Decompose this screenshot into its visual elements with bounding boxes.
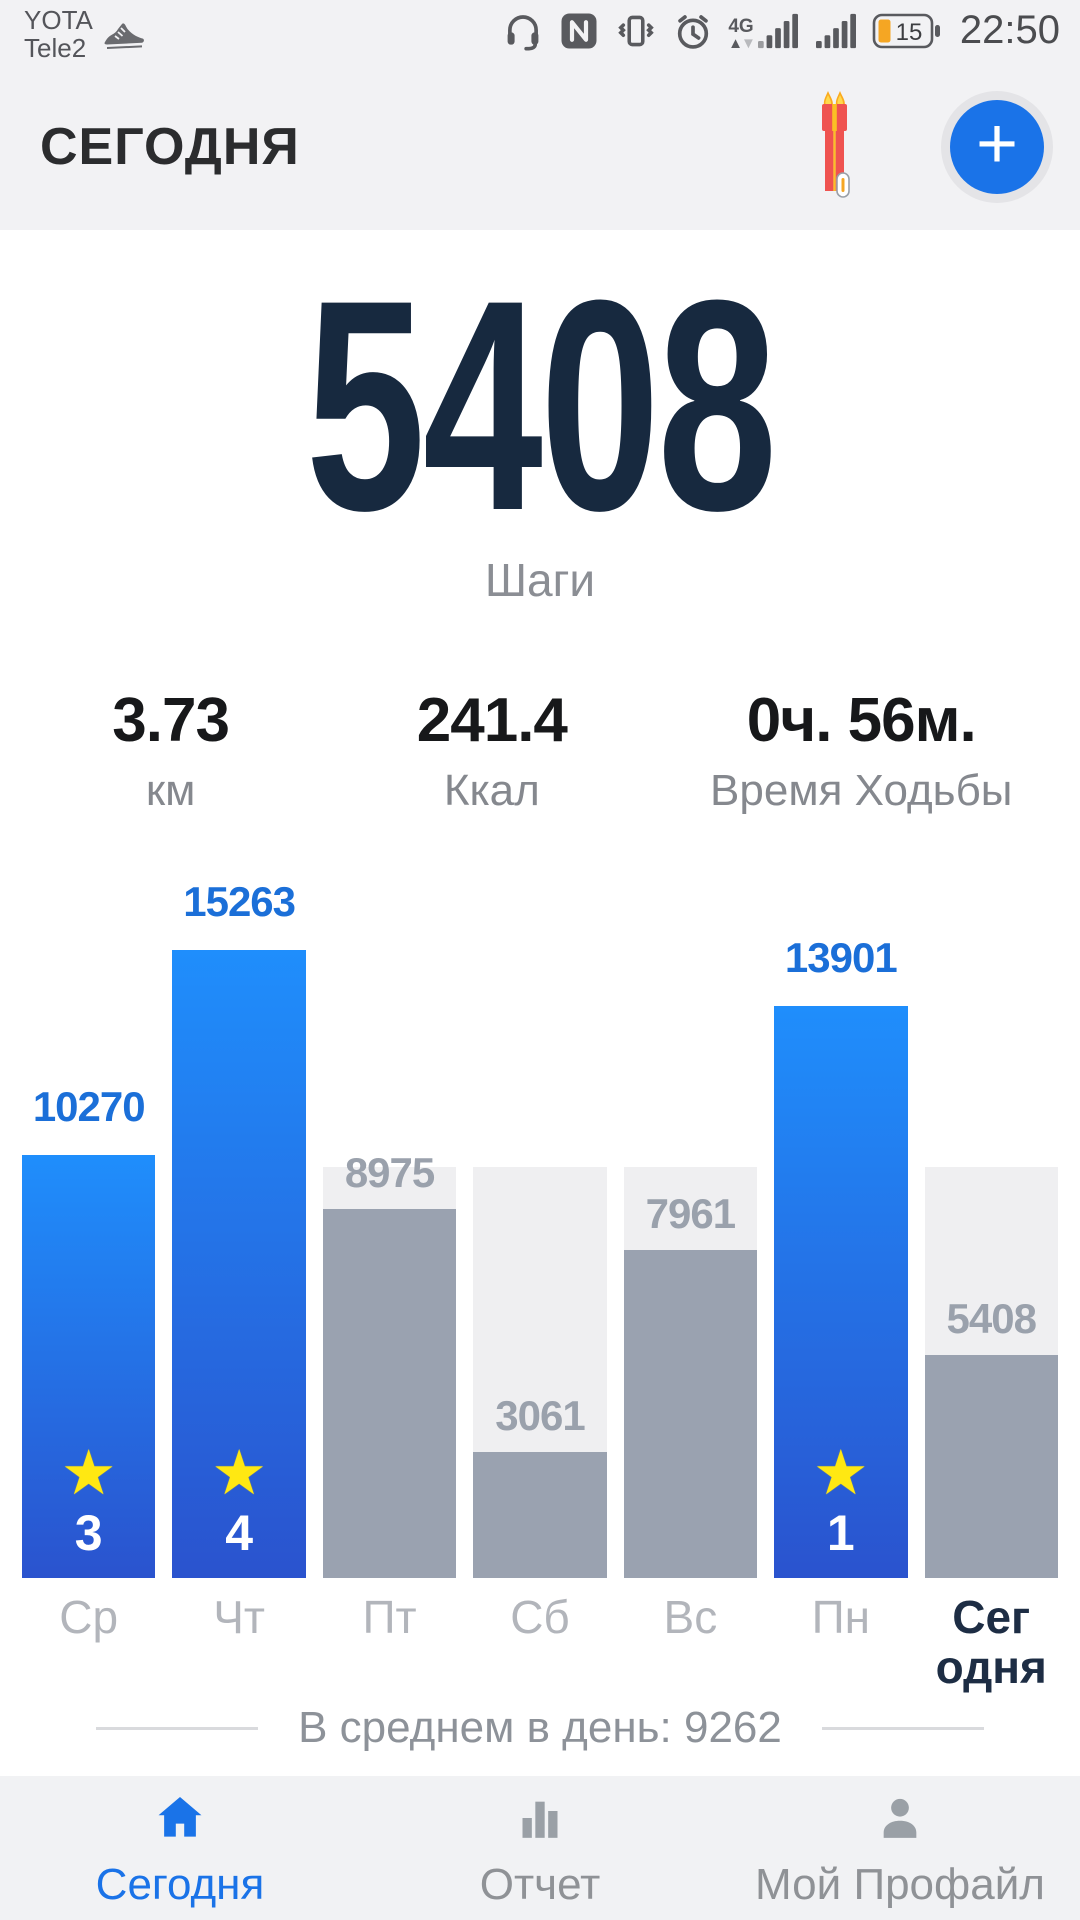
day-label-0: Ср: [59, 1591, 119, 1643]
star-count: 1: [826, 1505, 855, 1561]
bar-fill: [172, 950, 306, 1578]
nav-item-profile[interactable]: Мой Профайл: [720, 1776, 1080, 1920]
person-icon: [871, 1790, 929, 1851]
day-label-5: Пн: [811, 1591, 871, 1643]
bar-value-label: 8975: [344, 1149, 435, 1196]
carrier-info: YOTA Tele2: [24, 6, 145, 62]
add-button[interactable]: +: [950, 100, 1044, 194]
headset-icon: [502, 10, 544, 52]
bar-column-0[interactable]: 10270 ★ 3: [22, 878, 156, 1578]
nav-item-report[interactable]: Отчет: [360, 1776, 720, 1920]
star-icon: ★: [211, 1439, 267, 1508]
signal-4g-icon: 4G ▲▼: [728, 11, 800, 51]
walk-time-value: 0ч. 56м.: [746, 686, 977, 755]
bar-column-1[interactable]: 15263 ★ 4: [172, 878, 306, 1578]
bottom-nav: Сегодня Отчет Мой Профайл: [0, 1776, 1080, 1920]
bar-fill: [22, 1155, 156, 1578]
calories-label: Ккал: [443, 766, 540, 815]
carrier-line1: YOTA: [24, 5, 93, 35]
signal-icon: [814, 11, 858, 51]
bar-column-4[interactable]: 7961: [623, 878, 758, 1578]
streak-badge: ★ 1: [774, 1439, 907, 1561]
bar-value-label: 5408: [946, 1295, 1037, 1342]
bar-value-label: 10270: [32, 1083, 146, 1130]
calories-value: 241.4: [416, 686, 568, 755]
star-count: 4: [225, 1505, 254, 1561]
nav-label-today: Сегодня: [95, 1860, 265, 1909]
stat-walk-time: 0ч. 56м. Время Ходьбы: [652, 688, 1070, 814]
daily-average-row: В среднем в день: 9262: [0, 1702, 1080, 1754]
bar-value-label: 13901: [784, 934, 898, 981]
daily-average-text: В среднем в день: 9262: [298, 1703, 782, 1752]
bar-chart-icon: [511, 1790, 569, 1851]
day-label-2: Пт: [362, 1591, 417, 1643]
shoe-icon: [101, 20, 145, 57]
bar-fill: [774, 1006, 908, 1578]
battery-percent-svg: 15: [896, 19, 923, 46]
day-label-3: Сб: [510, 1591, 570, 1643]
weekly-bar-chart: 10270 ★ 3 15263 ★ 4 8975 3061 7961 13901 ★ 1 5408: [22, 878, 1058, 1578]
battery-icon: 15: [872, 11, 942, 51]
day-label-1: Чт: [213, 1591, 265, 1643]
header: СЕГОДНЯ +: [0, 64, 1080, 230]
steps-label: Шаги: [484, 554, 596, 606]
divider-line-left: [96, 1726, 259, 1730]
divider-line-right: [821, 1726, 984, 1730]
bar-column-5[interactable]: 13901 ★ 1: [774, 878, 908, 1578]
bar-column-3[interactable]: 3061: [473, 878, 607, 1578]
nav-label-profile: Мой Профайл: [755, 1860, 1045, 1909]
distance-label: км: [145, 766, 196, 815]
bar-column-2[interactable]: 8975: [322, 878, 457, 1578]
day-labels-row: Ср Чт Пт Сб Вс Пн Сег одня: [22, 1592, 1058, 1692]
nav-label-report: Отчет: [479, 1860, 601, 1909]
star-icon: ★: [813, 1439, 869, 1508]
bar-fill: [623, 1250, 758, 1578]
bar-column-6[interactable]: 5408: [924, 878, 1058, 1578]
distance-value: 3.73: [112, 686, 230, 755]
star-count: 3: [74, 1505, 103, 1561]
network-badge: 4G: [728, 15, 754, 37]
walk-time-label: Время Ходьбы: [710, 766, 1013, 815]
steps-count: 5408: [305, 237, 777, 573]
bar-fill: [924, 1355, 1058, 1578]
bar-value-label: 7961: [645, 1190, 736, 1237]
nav-item-today[interactable]: Сегодня: [0, 1776, 360, 1920]
bar-value-label: 15263: [183, 878, 296, 925]
streak-badge: ★ 3: [22, 1439, 155, 1561]
bar-fill: [473, 1452, 607, 1578]
status-time: 22:50: [959, 8, 1060, 52]
bar-fill: [322, 1209, 457, 1578]
burning-match-icon[interactable]: [816, 89, 854, 206]
day-label-6: Сег одня: [935, 1591, 1047, 1693]
stats-row: 3.73 км 241.4 Ккал 0ч. 56м. Время Ходьбы: [0, 688, 1080, 814]
page-title: СЕГОДНЯ: [40, 118, 300, 176]
plus-icon: +: [975, 104, 1019, 184]
alarm-icon: [672, 10, 714, 52]
vibrate-icon: [614, 10, 658, 52]
day-label-4: Вс: [663, 1591, 718, 1643]
bar-value-label: 3061: [495, 1392, 585, 1439]
stat-distance: 3.73 км: [10, 688, 331, 814]
home-icon: [151, 1790, 209, 1851]
stat-calories: 241.4 Ккал: [331, 688, 652, 814]
status-bar: YOTA Tele2: [0, 0, 1080, 64]
nfc-icon: [558, 10, 600, 52]
streak-badge: ★ 4: [172, 1439, 305, 1561]
carrier-line2: Tele2: [24, 33, 87, 63]
star-icon: ★: [60, 1439, 117, 1508]
